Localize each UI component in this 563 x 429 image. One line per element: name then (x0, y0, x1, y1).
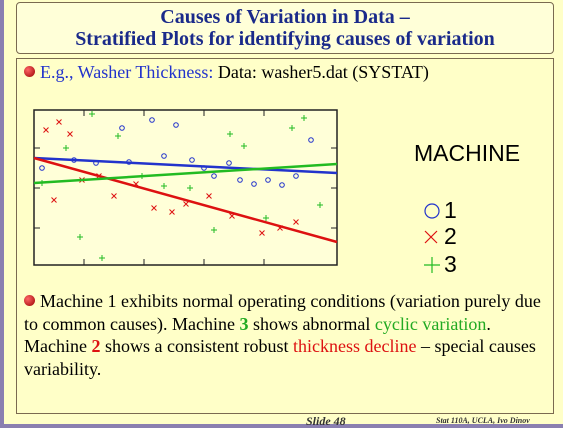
bullet: E.g., Washer Thickness: Data: washer5.da… (24, 62, 429, 83)
point (293, 173, 299, 179)
text: . Machine (24, 313, 491, 357)
plot-frame (33, 109, 338, 266)
text: cyclic variation (374, 313, 487, 334)
plot: MACHINE 1 2 3 (33, 109, 520, 277)
point (161, 153, 167, 159)
point (279, 182, 285, 188)
legend-marker (424, 257, 440, 273)
point (149, 117, 155, 123)
point (237, 177, 243, 183)
slide-number: Slide 48 (306, 414, 346, 428)
legend-item: 3 (444, 251, 457, 277)
text: 2 (91, 336, 101, 356)
point (308, 137, 314, 143)
point (173, 122, 179, 128)
legend-item: 1 (444, 197, 457, 223)
title-box: Causes of Variation in Data – Stratified… (16, 2, 554, 54)
title-line: Causes of Variation in Data – (160, 6, 410, 28)
bullet-text: Data: washer5.dat (SYSTAT) (217, 62, 429, 82)
legend-marker (424, 203, 440, 219)
point (39, 165, 45, 171)
content-box (16, 58, 554, 414)
legend-marker (424, 230, 438, 244)
legend-title: MACHINE (414, 140, 520, 166)
point (251, 181, 257, 187)
text: – special causes variability. (24, 336, 536, 379)
text: Machine 1 exhibits normal operating cond… (24, 291, 541, 334)
text: thickness decline (292, 336, 417, 356)
legend-item: 2 (444, 223, 457, 249)
text: shows abnormal (248, 313, 375, 334)
fit-line-2 (33, 156, 338, 244)
title-line: Stratified Plots for identifying causes … (75, 28, 495, 50)
point (265, 177, 271, 183)
ticks (34, 110, 337, 265)
point (189, 157, 195, 163)
bullet: Machine 1 exhibits normal operating cond… (24, 290, 544, 380)
credit: Stat 110A, UCLA, Ivo Dinov (436, 416, 530, 425)
machine-1-points (39, 117, 314, 188)
text: shows a consistent robust (100, 336, 293, 356)
point (119, 125, 125, 131)
point (211, 173, 217, 179)
fit-line-3 (33, 162, 338, 185)
bullet-dot (24, 295, 35, 306)
bullet-lead: E.g., Washer Thickness: (40, 62, 214, 82)
fit-line-1 (33, 156, 338, 175)
text: 3 (239, 313, 249, 334)
point (226, 160, 232, 166)
bullet-dot (24, 66, 35, 77)
